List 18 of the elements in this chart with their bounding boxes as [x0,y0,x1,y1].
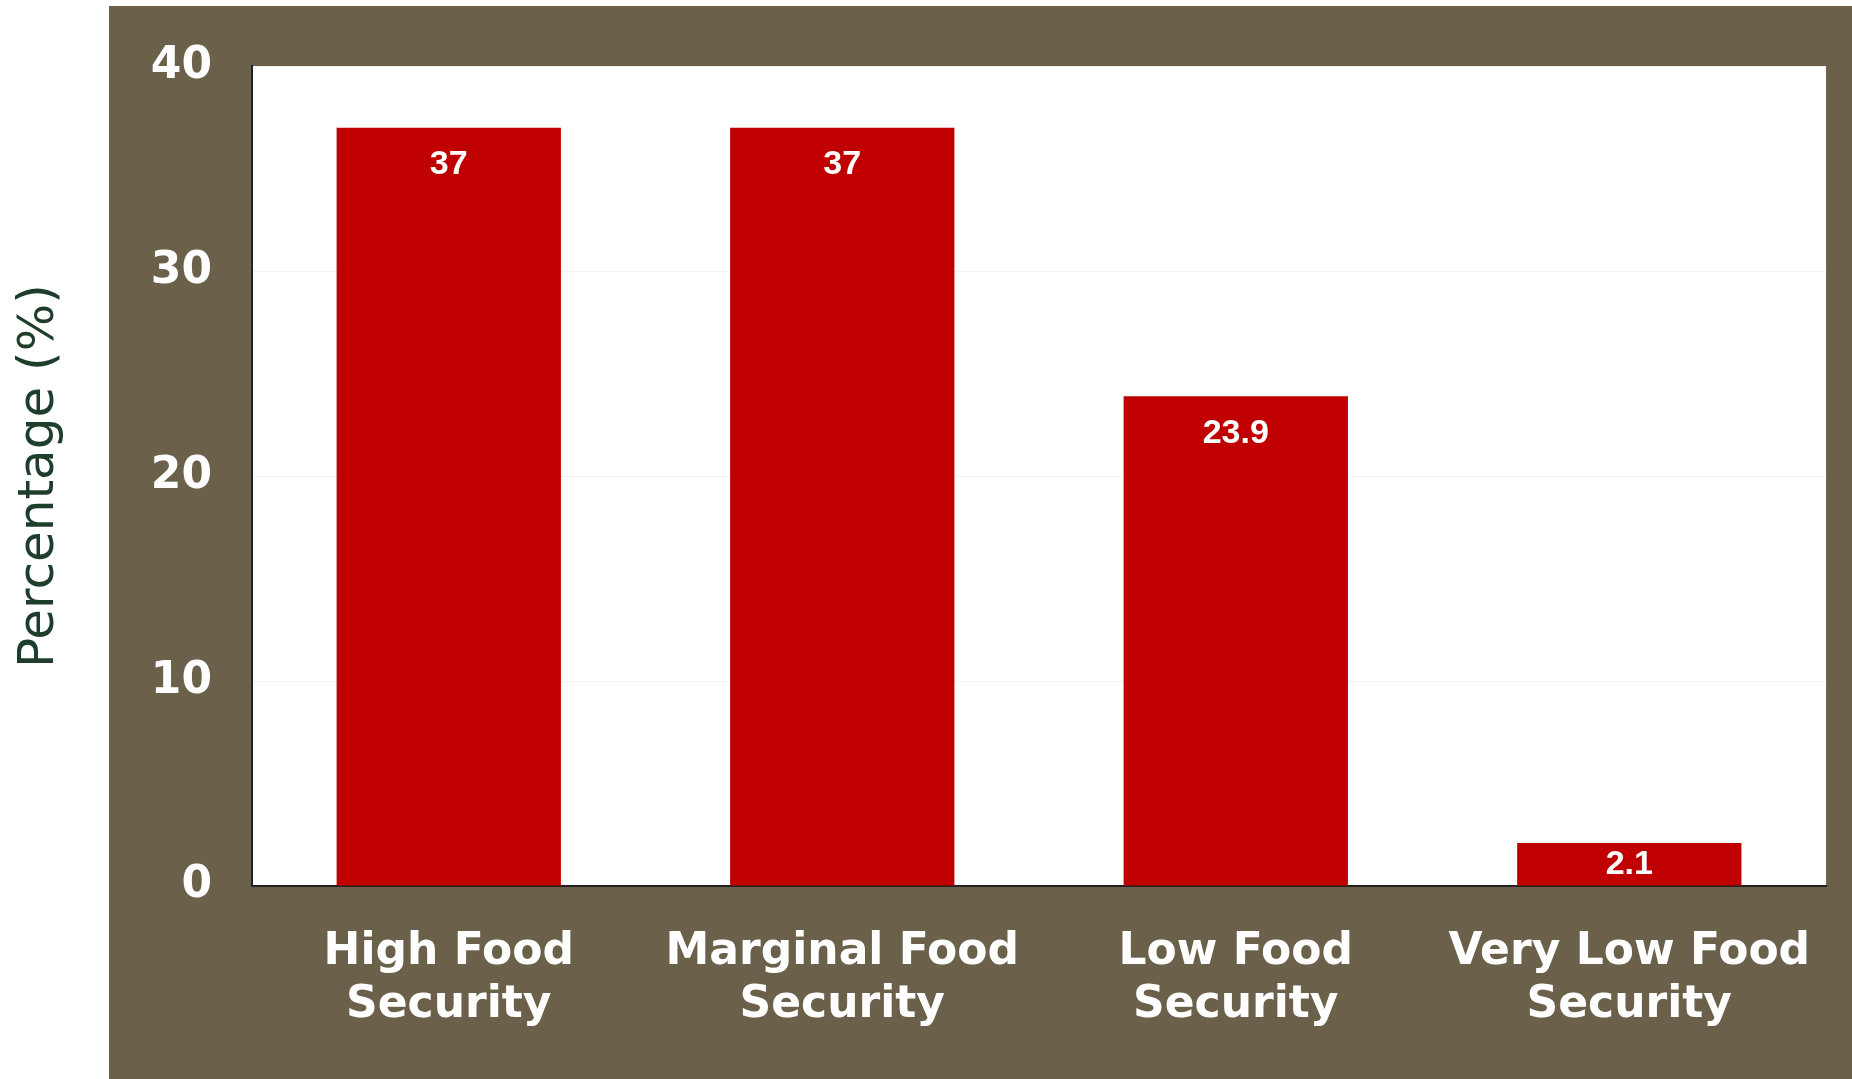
x-tick-label: High Food Security [323,922,574,1027]
data-label: 2.1 [1605,842,1653,881]
bar [336,127,561,886]
x-tick-label: Low Food Security [1118,922,1354,1027]
y-tick-label: 10 [150,651,212,703]
bar [1517,842,1742,886]
x-tick-label: Very Low Food Security [1448,922,1811,1027]
y-axis-title: Percentage (%) [6,284,65,669]
data-label: 37 [429,143,468,182]
data-label: 37 [823,143,862,182]
x-tick-label: Marginal Food Security [665,922,1019,1027]
y-tick-label: 0 [181,856,212,908]
y-tick-label: 30 [150,241,212,293]
bar [730,127,955,886]
y-tick-label: 20 [150,446,212,498]
data-label: 23.9 [1202,411,1269,450]
y-tick-label: 40 [150,36,212,88]
bar [1123,396,1348,886]
